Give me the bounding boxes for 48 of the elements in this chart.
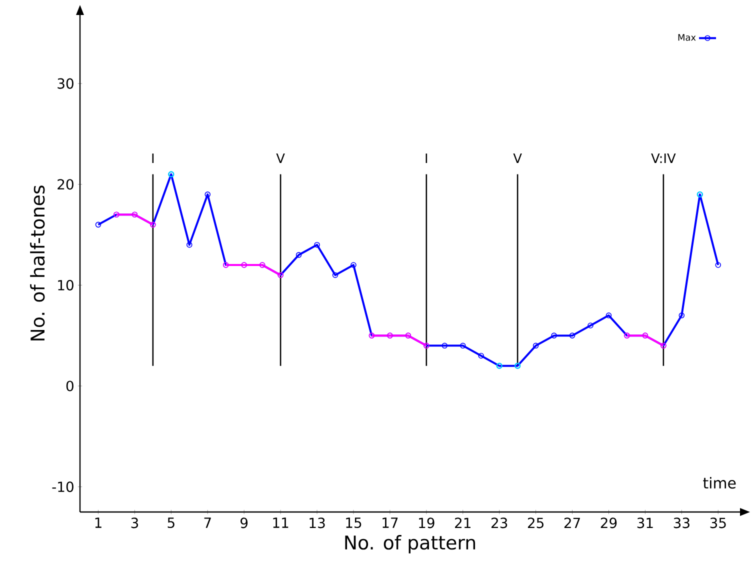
ref-line-label: I: [426, 154, 428, 163]
point: [460, 342, 466, 349]
x-tick-label: 1: [95, 518, 102, 528]
ref-line-label: V: [513, 154, 522, 163]
y-tick-label: 0: [66, 380, 74, 392]
point: [296, 252, 302, 258]
y-tick-label: 10: [58, 280, 74, 290]
y-axis-title: No. of half-tones: [30, 186, 45, 340]
x-tick-label: 15: [346, 518, 362, 528]
x-tick-label: 35: [710, 518, 726, 528]
point: [442, 342, 448, 349]
y-tick-label: 20: [58, 179, 74, 190]
point: [314, 242, 320, 248]
ref-line-label: V:IV: [651, 154, 676, 163]
x-tick-label: 3: [131, 518, 138, 528]
ref-line-label: V: [276, 154, 285, 163]
point: [569, 332, 576, 338]
x-tick-label: 29: [600, 518, 617, 528]
point: [715, 262, 722, 268]
x-tick-label: 19: [419, 518, 434, 528]
y-tick-label: 30: [58, 78, 74, 89]
annotation: time: [703, 477, 736, 489]
point: [551, 332, 557, 338]
point: [95, 222, 102, 228]
x-tick-label: 13: [310, 518, 325, 528]
x-tick-label: 27: [564, 518, 580, 528]
y-tick-label: -10: [52, 482, 74, 492]
x-tick-label: 17: [382, 518, 398, 528]
point: [532, 342, 539, 349]
x-tick-label: 23: [491, 518, 508, 528]
x-tick-label: 21: [455, 518, 470, 528]
x-tick-label: 33: [674, 518, 690, 528]
point: [606, 312, 612, 318]
point: [678, 312, 685, 318]
point: [204, 192, 211, 198]
x-tick-label: 11: [273, 518, 288, 528]
x-tick-label: 31: [637, 518, 653, 528]
x-axis-title: No. of pattern: [345, 535, 476, 554]
point: [588, 322, 594, 328]
point: [478, 352, 484, 359]
ref-line-label: I: [152, 154, 154, 163]
x-tick-label: 9: [240, 518, 248, 528]
x-tick-label: 7: [204, 518, 211, 528]
x-tick-label: 5: [168, 518, 174, 528]
legend-label: Max: [678, 34, 696, 41]
point: [332, 272, 338, 278]
x-tick-label: 25: [528, 518, 544, 528]
point: [350, 262, 356, 268]
